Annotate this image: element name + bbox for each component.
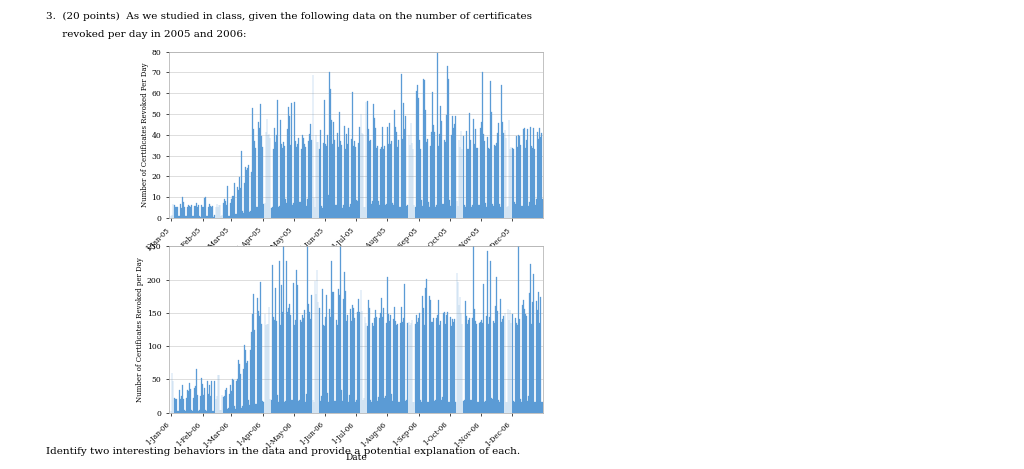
Text: revoked per day in 2005 and 2006:: revoked per day in 2005 and 2006: — [46, 30, 247, 39]
Text: 3.  (20 points)  As we studied in class, given the following data on the number : 3. (20 points) As we studied in class, g… — [46, 12, 532, 21]
X-axis label: Date: Date — [345, 258, 367, 267]
Y-axis label: Number of Certificates Revoked per Day: Number of Certificates Revoked per Day — [136, 257, 144, 402]
Y-axis label: Number of Certificates Revoked Per Day: Number of Certificates Revoked Per Day — [140, 62, 148, 207]
Text: Identify two interesting behaviors in the data and provide a potential explanati: Identify two interesting behaviors in th… — [46, 447, 520, 456]
X-axis label: Date: Date — [345, 453, 367, 461]
